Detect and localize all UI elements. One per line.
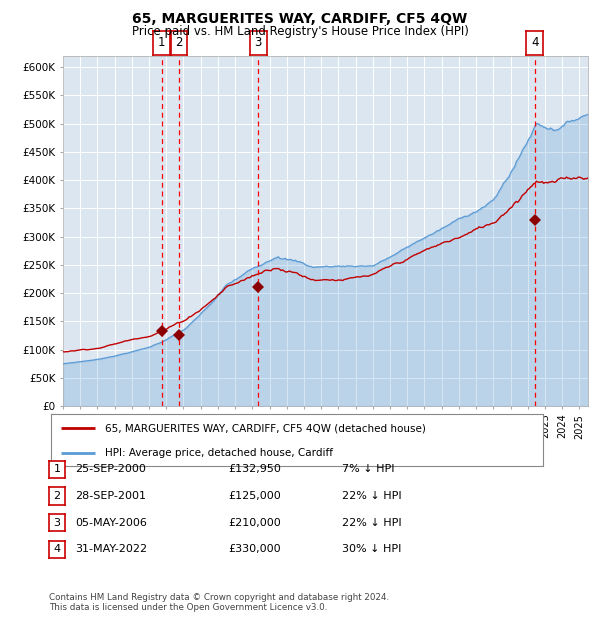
Text: 31-MAY-2022: 31-MAY-2022	[75, 544, 147, 554]
Text: HPI: Average price, detached house, Cardiff: HPI: Average price, detached house, Card…	[105, 448, 333, 458]
Text: 1: 1	[53, 464, 61, 474]
Text: £125,000: £125,000	[228, 491, 281, 501]
Text: 05-MAY-2006: 05-MAY-2006	[75, 518, 147, 528]
Text: £132,950: £132,950	[228, 464, 281, 474]
Text: 65, MARGUERITES WAY, CARDIFF, CF5 4QW: 65, MARGUERITES WAY, CARDIFF, CF5 4QW	[133, 12, 467, 27]
Text: 28-SEP-2001: 28-SEP-2001	[75, 491, 146, 501]
Text: 1: 1	[158, 37, 166, 49]
Text: Price paid vs. HM Land Registry's House Price Index (HPI): Price paid vs. HM Land Registry's House …	[131, 25, 469, 38]
Text: £210,000: £210,000	[228, 518, 281, 528]
Text: 3: 3	[254, 37, 262, 49]
Text: 2: 2	[53, 491, 61, 501]
Text: 65, MARGUERITES WAY, CARDIFF, CF5 4QW (detached house): 65, MARGUERITES WAY, CARDIFF, CF5 4QW (d…	[105, 423, 426, 433]
Text: 25-SEP-2000: 25-SEP-2000	[75, 464, 146, 474]
Text: 2: 2	[175, 37, 183, 49]
Text: 30% ↓ HPI: 30% ↓ HPI	[342, 544, 401, 554]
Text: 22% ↓ HPI: 22% ↓ HPI	[342, 491, 401, 501]
Text: Contains HM Land Registry data © Crown copyright and database right 2024.
This d: Contains HM Land Registry data © Crown c…	[49, 593, 389, 612]
Text: £330,000: £330,000	[228, 544, 281, 554]
Text: 7% ↓ HPI: 7% ↓ HPI	[342, 464, 395, 474]
Text: 3: 3	[53, 518, 61, 528]
Text: 22% ↓ HPI: 22% ↓ HPI	[342, 518, 401, 528]
Text: 4: 4	[53, 544, 61, 554]
Text: 4: 4	[531, 37, 539, 49]
